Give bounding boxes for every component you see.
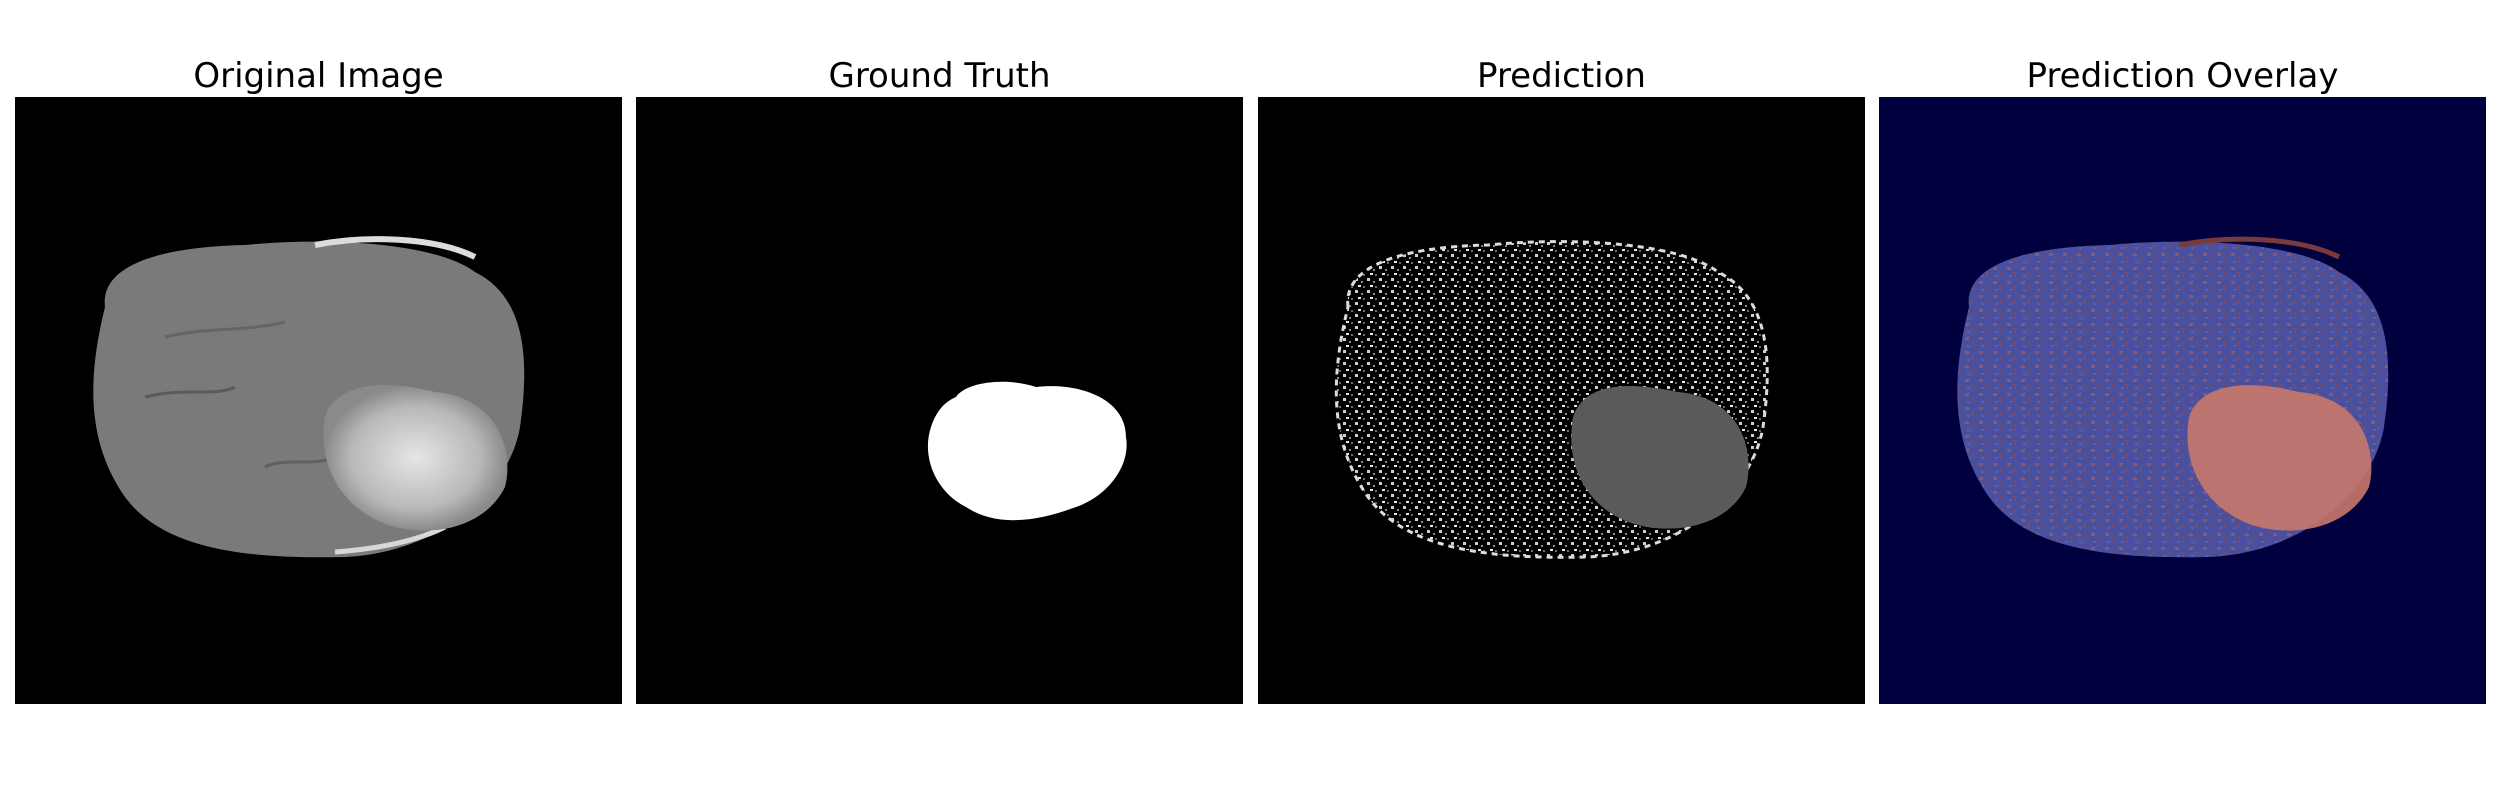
- panel-overlay: Prediction Overlay: [1879, 0, 2486, 800]
- panel-title: Ground Truth: [636, 52, 1243, 100]
- panel-ground-truth: Ground Truth: [636, 0, 1243, 800]
- panel-prediction: Prediction: [1258, 0, 1865, 800]
- panel-title: Prediction Overlay: [1879, 52, 2486, 100]
- panel-original: Original Image: [15, 0, 622, 800]
- overlay-graphic: [1879, 97, 2486, 704]
- original-image: [15, 97, 622, 704]
- prediction-mask-graphic: [1258, 97, 1865, 704]
- prediction-image: [1258, 97, 1865, 704]
- mri-scan-graphic: [15, 97, 622, 704]
- overlay-image: [1879, 97, 2486, 704]
- segmentation-mask-graphic: [636, 97, 1243, 704]
- panel-title: Prediction: [1258, 52, 1865, 100]
- ground-truth-image: [636, 97, 1243, 704]
- panel-title: Original Image: [15, 52, 622, 100]
